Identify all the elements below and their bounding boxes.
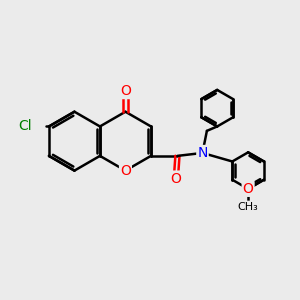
Text: CH₃: CH₃ bbox=[238, 202, 259, 212]
Text: O: O bbox=[120, 84, 131, 98]
Text: Cl: Cl bbox=[19, 119, 32, 134]
Text: O: O bbox=[243, 182, 254, 196]
Text: O: O bbox=[170, 172, 182, 186]
Text: N: N bbox=[197, 146, 208, 160]
Text: O: O bbox=[120, 164, 131, 178]
